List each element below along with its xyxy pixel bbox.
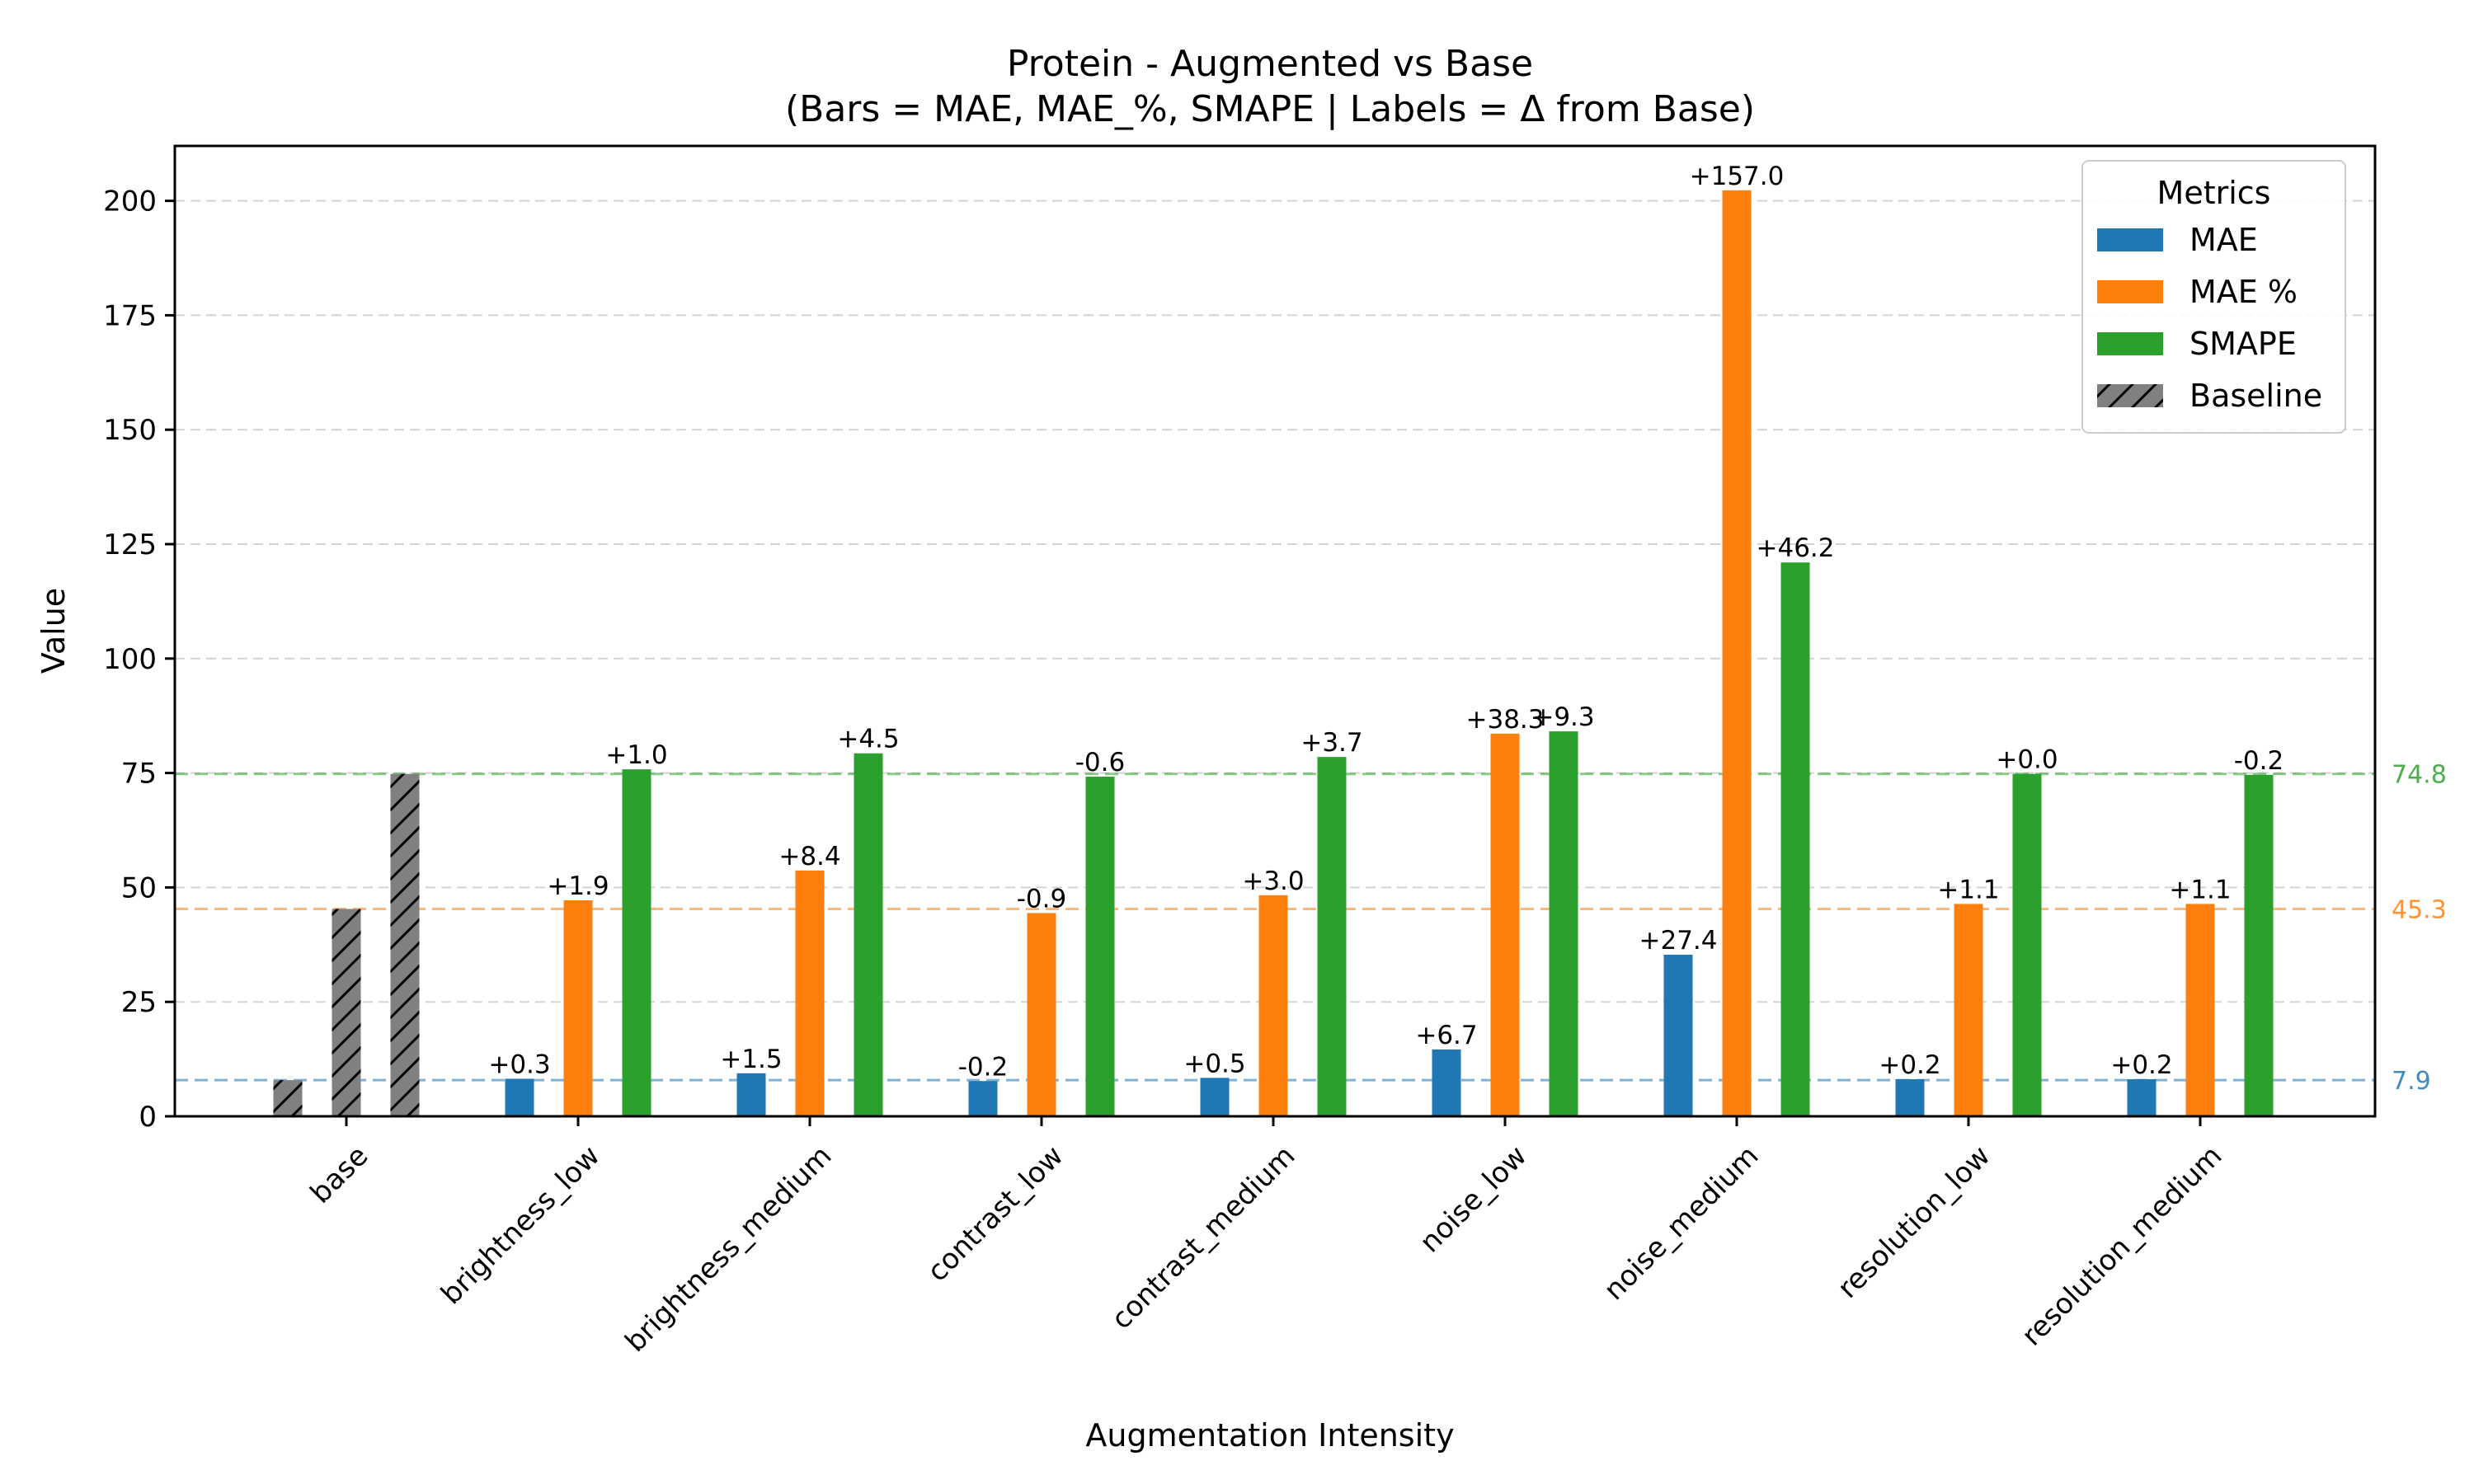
bar-mae [2127, 1079, 2157, 1116]
bar-delta-labels: +0.3 +1.5 -0.2 +0.5 +6.7 +27.4 +0.2 +0.2 +1.9 +8.… [488, 162, 2284, 1082]
x-tick-label: noise_low [1413, 1139, 1533, 1259]
chart-title-line-1: Protein - Augmented vs Base [1007, 43, 1533, 85]
bar-mae [1722, 190, 1752, 1117]
bar-mae [1895, 1079, 1925, 1116]
bar-mae [2185, 904, 2215, 1116]
bar-mae [736, 1073, 766, 1116]
legend-entry-label: MAE % [2189, 274, 2298, 310]
bar-mae [1258, 895, 1288, 1116]
bar-delta-label: -0.2 [2234, 746, 2284, 776]
bar-smape [2244, 774, 2274, 1116]
y-tick-label: 100 [103, 643, 157, 676]
reference-line-label: 45.3 [2392, 895, 2447, 924]
bar-delta-label: +1.0 [605, 740, 667, 770]
y-tick-label: 25 [121, 986, 157, 1019]
bar-delta-label: -0.2 [958, 1052, 1009, 1082]
bar-delta-label: +0.5 [1183, 1049, 1245, 1078]
legend-swatch [2097, 280, 2163, 303]
bar-mae [1490, 733, 1520, 1116]
plot-frame [173, 144, 2377, 1118]
bar-mae [1432, 1049, 1461, 1116]
legend-entry-label: Baseline [2189, 378, 2322, 414]
x-tick-label: noise_medium [1597, 1139, 1765, 1307]
y-tick-label: 0 [139, 1101, 157, 1134]
bar-smape [1549, 731, 1578, 1116]
bar-mae [1200, 1078, 1230, 1116]
x-axis-ticks: base brightness_low brightness_medium contr… [304, 1116, 2228, 1359]
bar-delta-label: +0.2 [2110, 1050, 2172, 1080]
x-tick-label: resolution_low [1832, 1139, 1997, 1305]
legend-swatch [2097, 228, 2163, 251]
reference-line-label: 7.9 [2392, 1067, 2431, 1096]
baseline-bar [332, 909, 361, 1116]
bar-mae [1954, 904, 1983, 1116]
bar-delta-label: +3.0 [1242, 866, 1304, 896]
bar-mae [795, 870, 825, 1116]
x-axis-label: Augmentation Intensity [1085, 1417, 1454, 1453]
bar-delta-label: -0.6 [1075, 748, 1126, 777]
bar-smape [854, 753, 883, 1116]
bar-mae [1027, 913, 1056, 1116]
bar-smape [1085, 777, 1115, 1116]
bar-delta-label: +46.2 [1757, 533, 1835, 563]
x-tick-label: resolution_medium [2015, 1139, 2228, 1352]
baseline-bar [390, 773, 420, 1116]
bar-delta-label: +0.2 [1879, 1050, 1940, 1080]
y-tick-label: 50 [121, 871, 157, 904]
baseline-bar [273, 1080, 303, 1116]
bar-delta-label: +0.3 [488, 1050, 550, 1079]
y-tick-label: 200 [103, 186, 157, 218]
bar-delta-label: +1.9 [547, 871, 609, 901]
legend-title: Metrics [2157, 175, 2271, 211]
bar-delta-label: +0.0 [1996, 745, 2058, 775]
bar-delta-label: -0.9 [1017, 884, 1067, 913]
legend-swatch [2097, 332, 2163, 355]
bar-delta-label: +27.4 [1639, 926, 1718, 956]
bar-mae [505, 1078, 534, 1116]
y-tick-label: 150 [103, 414, 157, 447]
reference-line-label: 74.8 [2392, 761, 2447, 790]
bar-smape [1780, 562, 1810, 1116]
legend-entry-label: MAE [2189, 222, 2258, 258]
legend: Metrics MAE MAE % SMAPE Baseline [2081, 160, 2346, 434]
bar-delta-label: +157.0 [1690, 162, 1785, 191]
y-tick-label: 75 [121, 758, 157, 791]
bar-delta-label: +4.5 [837, 725, 899, 754]
bar-mae [1663, 955, 1693, 1116]
x-tick-label: contrast_medium [1105, 1139, 1301, 1336]
bar-smape [2012, 773, 2042, 1116]
y-axis-ticks: 0 25 50 75 100 125 150 175 200 [103, 186, 175, 1134]
bar-mae [968, 1081, 998, 1116]
bar-delta-label: +38.3 [1466, 705, 1545, 735]
legend-swatch [2097, 384, 2163, 407]
legend-entry-label: SMAPE [2189, 326, 2297, 362]
bar-delta-label: +1.1 [2169, 875, 2231, 904]
bar-mae [563, 899, 593, 1116]
y-tick-label: 125 [103, 528, 157, 561]
bar-delta-label: +1.5 [720, 1045, 782, 1074]
chart-subtitle-line-2: (Bars = MAE, MAE_%, SMAPE | Labels = Δ f… [785, 88, 1755, 130]
bar-delta-label: +8.4 [778, 842, 840, 871]
reference-value-labels: 7.9 45.3 74.8 [2392, 761, 2447, 1096]
bar-delta-label: +9.3 [1532, 702, 1594, 732]
x-tick-label: brightness_medium [618, 1139, 838, 1359]
x-tick-label: base [304, 1139, 375, 1210]
bars [273, 190, 2274, 1117]
bar-smape [622, 769, 651, 1116]
bar-delta-label: +1.1 [1937, 875, 1999, 904]
bar-delta-label: +6.7 [1415, 1021, 1477, 1050]
bar-smape [1317, 757, 1347, 1116]
chart-title: Protein - Augmented vs Base (Bars = MAE,… [785, 43, 1755, 130]
x-tick-label: contrast_low [921, 1139, 1070, 1289]
bar-delta-label: +3.7 [1300, 728, 1362, 758]
y-axis-label: Value [35, 588, 72, 674]
x-tick-label: brightness_low [435, 1139, 606, 1311]
y-tick-label: 175 [103, 299, 157, 332]
